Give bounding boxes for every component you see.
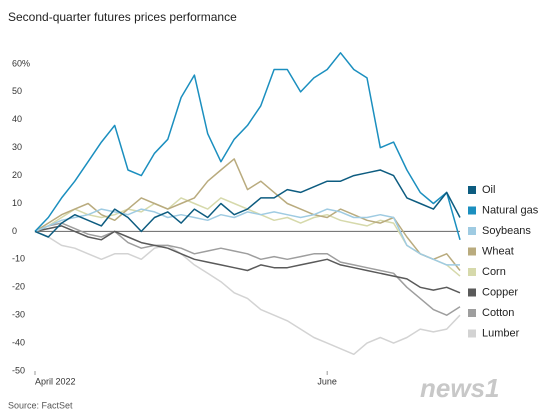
legend-swatch [468,247,476,256]
legend-label: Copper [482,286,518,298]
y-tick-label: -20 [12,282,25,292]
legend-label: Corn [482,266,506,278]
y-tick-label: -50 [12,365,25,375]
y-tick-label: 30 [12,142,22,152]
line-series [34,169,461,238]
x-tick-label: April 2022 [35,376,76,386]
chart-title: Second-quarter futures prices performanc… [8,10,237,24]
y-tick-label: 50 [12,86,22,96]
legend-label: Lumber [482,327,520,339]
legend-swatch [468,227,476,235]
source: Source: FactSet [8,400,73,410]
y-tick-label: 10 [12,198,22,208]
x-tick-label: June [317,376,337,386]
y-tick-label: 0 [12,226,17,236]
legend-label: Cotton [482,307,514,319]
line-series [34,158,461,271]
legend-label: Natural gas [482,204,539,216]
y-tick-label: -10 [12,254,25,264]
legend-swatch [468,309,476,317]
legend-swatch [468,288,476,297]
legend-swatch [468,268,476,276]
line-series [34,225,461,294]
y-tick-label: -30 [12,310,25,320]
legend-swatch [468,329,476,338]
watermark: news1 [420,373,500,403]
line-series [34,230,461,356]
legend-swatch [468,186,476,194]
line-series [34,52,461,241]
y-tick-label: 20 [12,170,22,180]
legend-label: Soybeans [482,225,531,237]
line-series [34,208,460,266]
y-tick-label: 60% [12,58,30,68]
legend-label: Wheat [482,245,514,257]
y-tick-label: -40 [12,337,25,347]
y-tick-label: 40 [12,114,22,124]
legend-swatch [468,206,476,215]
legend-label: Oil [482,184,495,196]
line-series [34,222,461,316]
